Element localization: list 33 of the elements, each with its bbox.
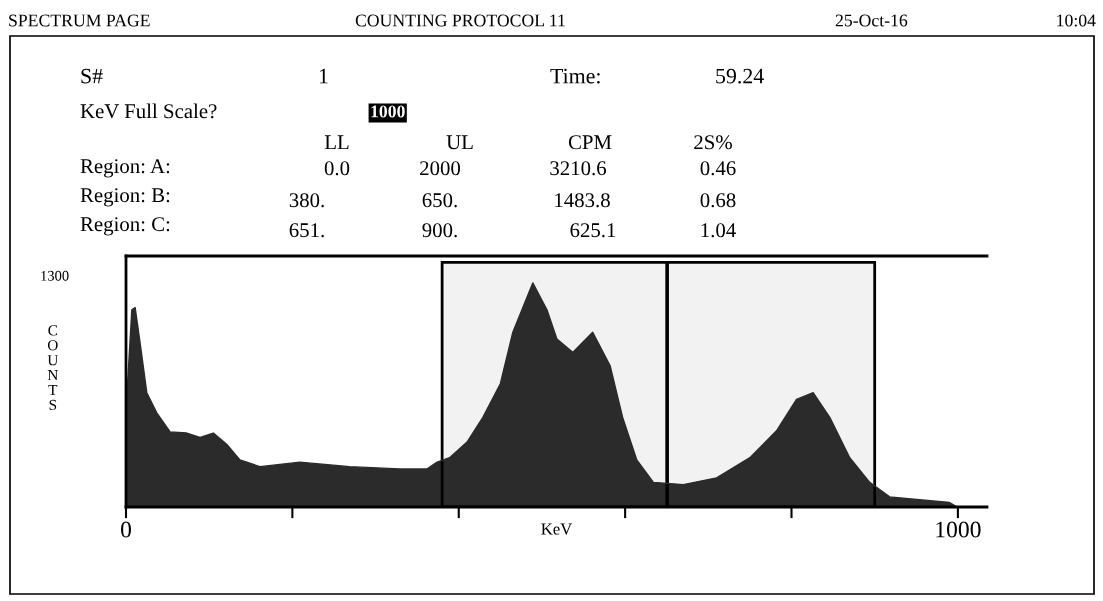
text: SPECTRUM PAGE [9, 14, 150, 27]
x-axis-title: KeV [541, 523, 573, 535]
text: 25-Oct-16 [835, 14, 908, 27]
text: 1483.8 [555, 193, 610, 208]
text: 59.24 [716, 68, 764, 84]
text: 0.68 [700, 193, 736, 208]
text: 1 [319, 68, 328, 84]
text: 2S% [694, 135, 732, 150]
text: 0.46 [700, 161, 736, 176]
text: 1.04 [701, 223, 736, 238]
text: LL [324, 135, 349, 150]
text: 651. [289, 223, 324, 238]
text: 1300 [41, 270, 69, 281]
y-axis-title: COUNTS [47, 325, 59, 411]
text: COUNTING PROTOCOL 11 [355, 14, 565, 27]
text: 2000 [420, 161, 461, 176]
text: CPM [568, 135, 612, 150]
text: 650. [422, 193, 457, 208]
text: 380. [289, 193, 324, 208]
text: KeV Full Scale? [80, 103, 217, 119]
text: Region: B: [80, 188, 170, 207]
text: S# [81, 68, 103, 84]
text: Region: C: [80, 217, 170, 236]
text: 10:04 [1057, 14, 1096, 27]
text: 3210.6 [550, 161, 607, 176]
text: 900. [422, 223, 457, 238]
text: 1000 [371, 105, 405, 118]
text: Region: A: [80, 159, 170, 178]
text: UL [446, 135, 473, 150]
text: 625.1 [570, 223, 616, 238]
x-tick-label: 0 [121, 521, 131, 538]
text: 0.0 [324, 161, 350, 176]
text: Time: [550, 68, 600, 84]
